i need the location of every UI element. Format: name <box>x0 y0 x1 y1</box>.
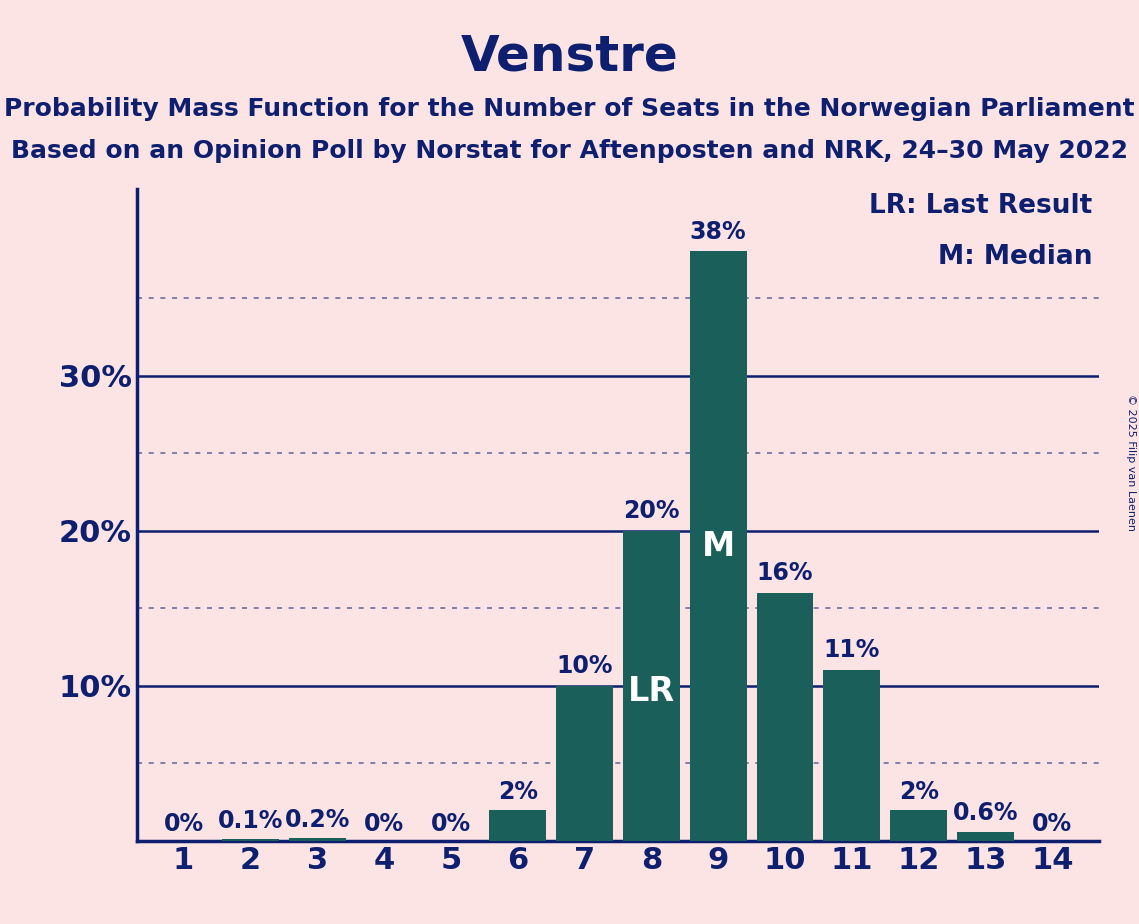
Text: 0%: 0% <box>364 812 404 836</box>
Text: 20%: 20% <box>623 499 680 523</box>
Text: 0.2%: 0.2% <box>285 808 350 832</box>
Text: 2%: 2% <box>899 780 939 804</box>
Bar <box>756 592 813 841</box>
Text: 0%: 0% <box>431 812 470 836</box>
Text: LR: LR <box>628 675 675 709</box>
Text: 0.6%: 0.6% <box>952 801 1018 825</box>
Text: LR: Last Result: LR: Last Result <box>869 192 1092 218</box>
Bar <box>556 686 613 841</box>
Text: M: M <box>702 529 735 563</box>
Text: Probability Mass Function for the Number of Seats in the Norwegian Parliament: Probability Mass Function for the Number… <box>5 97 1134 121</box>
Text: 10%: 10% <box>556 654 613 678</box>
Text: M: Median: M: Median <box>937 244 1092 270</box>
Bar <box>288 838 345 841</box>
Text: 0.1%: 0.1% <box>218 809 282 833</box>
Bar <box>957 832 1014 841</box>
Text: 16%: 16% <box>756 561 813 585</box>
Bar <box>490 809 546 841</box>
Text: 0%: 0% <box>163 812 204 836</box>
Text: 11%: 11% <box>823 638 880 663</box>
Text: 0%: 0% <box>1032 812 1073 836</box>
Bar <box>891 809 948 841</box>
Text: Venstre: Venstre <box>460 32 679 80</box>
Bar <box>222 839 279 841</box>
Text: 2%: 2% <box>498 780 538 804</box>
Bar <box>623 530 680 841</box>
Bar <box>823 670 880 841</box>
Bar <box>690 251 746 841</box>
Text: © 2025 Filip van Laenen: © 2025 Filip van Laenen <box>1126 394 1136 530</box>
Text: 38%: 38% <box>690 220 746 244</box>
Text: Based on an Opinion Poll by Norstat for Aftenposten and NRK, 24–30 May 2022: Based on an Opinion Poll by Norstat for … <box>11 139 1128 163</box>
